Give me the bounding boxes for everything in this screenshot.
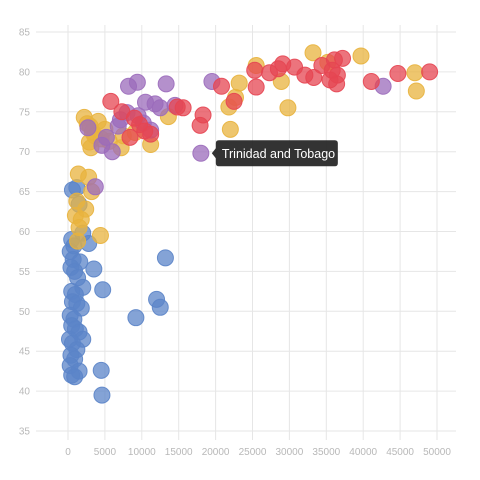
- axis-labels: 35 40 45 50 55 60 65 70 75 80 85 0 5000 10000 15000 200…: [19, 28, 451, 459]
- y-tick-label: 40: [19, 387, 31, 398]
- data-point[interactable]: [79, 119, 97, 137]
- tooltip-box: [211, 140, 338, 167]
- data-point[interactable]: [142, 125, 160, 143]
- y-tick-label: 75: [19, 107, 31, 118]
- data-point[interactable]: [389, 64, 407, 82]
- data-point[interactable]: [304, 44, 322, 62]
- y-tick-label: 70: [19, 147, 31, 158]
- x-tick-label: 40000: [349, 447, 377, 458]
- y-tick-label: 45: [19, 347, 31, 358]
- y-tick-label: 35: [19, 427, 31, 438]
- data-point[interactable]: [86, 178, 104, 196]
- data-point[interactable]: [128, 73, 146, 91]
- x-tick-label: 45000: [386, 447, 414, 458]
- x-tick-label: 30000: [275, 447, 303, 458]
- data-point[interactable]: [247, 78, 265, 96]
- data-point[interactable]: [246, 61, 264, 79]
- data-point[interactable]: [103, 143, 121, 161]
- data-point[interactable]: [156, 249, 174, 267]
- data-point[interactable]: [66, 368, 84, 386]
- x-tick-label: 0: [65, 447, 71, 458]
- data-point[interactable]: [91, 226, 109, 244]
- x-tick-label: 35000: [312, 447, 340, 458]
- data-point[interactable]: [328, 75, 346, 93]
- data-point[interactable]: [157, 75, 175, 93]
- data-point[interactable]: [85, 260, 103, 278]
- data-point[interactable]: [406, 64, 424, 82]
- tooltip-label: Trinidad and Tobago: [222, 147, 335, 161]
- x-tick-label: 15000: [165, 447, 193, 458]
- y-tick-label: 65: [19, 187, 31, 198]
- tooltip: Trinidad and Tobago: [211, 140, 338, 167]
- data-point[interactable]: [230, 74, 248, 92]
- data-point[interactable]: [102, 92, 120, 110]
- y-tick-label: 55: [19, 267, 31, 278]
- x-tick-label: 10000: [128, 447, 156, 458]
- data-point[interactable]: [69, 232, 87, 250]
- y-tick-label: 60: [19, 227, 31, 238]
- data-point[interactable]: [174, 99, 192, 117]
- data-point[interactable]: [221, 120, 239, 138]
- data-point[interactable]: [121, 128, 139, 146]
- data-point[interactable]: [421, 63, 439, 81]
- data-point[interactable]: [362, 72, 380, 90]
- data-point[interactable]: [407, 82, 425, 100]
- data-point[interactable]: [151, 99, 169, 117]
- data-point[interactable]: [151, 298, 169, 316]
- data-point[interactable]: [279, 99, 297, 117]
- data-points: [60, 44, 439, 404]
- data-point[interactable]: [305, 68, 323, 86]
- data-point[interactable]: [225, 92, 243, 110]
- data-point[interactable]: [192, 144, 210, 162]
- data-point[interactable]: [213, 77, 231, 95]
- data-point[interactable]: [352, 47, 370, 65]
- x-tick-label: 20000: [202, 447, 230, 458]
- data-point[interactable]: [97, 128, 115, 146]
- y-tick-label: 85: [19, 28, 31, 39]
- data-point[interactable]: [92, 361, 110, 379]
- x-tick-label: 50000: [423, 447, 451, 458]
- x-tick-label: 25000: [239, 447, 267, 458]
- data-point[interactable]: [94, 281, 112, 299]
- y-tick-label: 80: [19, 67, 31, 78]
- data-point[interactable]: [93, 386, 111, 404]
- data-point[interactable]: [127, 309, 145, 327]
- y-tick-label: 50: [19, 307, 31, 318]
- data-point[interactable]: [191, 116, 209, 134]
- x-tick-label: 5000: [94, 447, 117, 458]
